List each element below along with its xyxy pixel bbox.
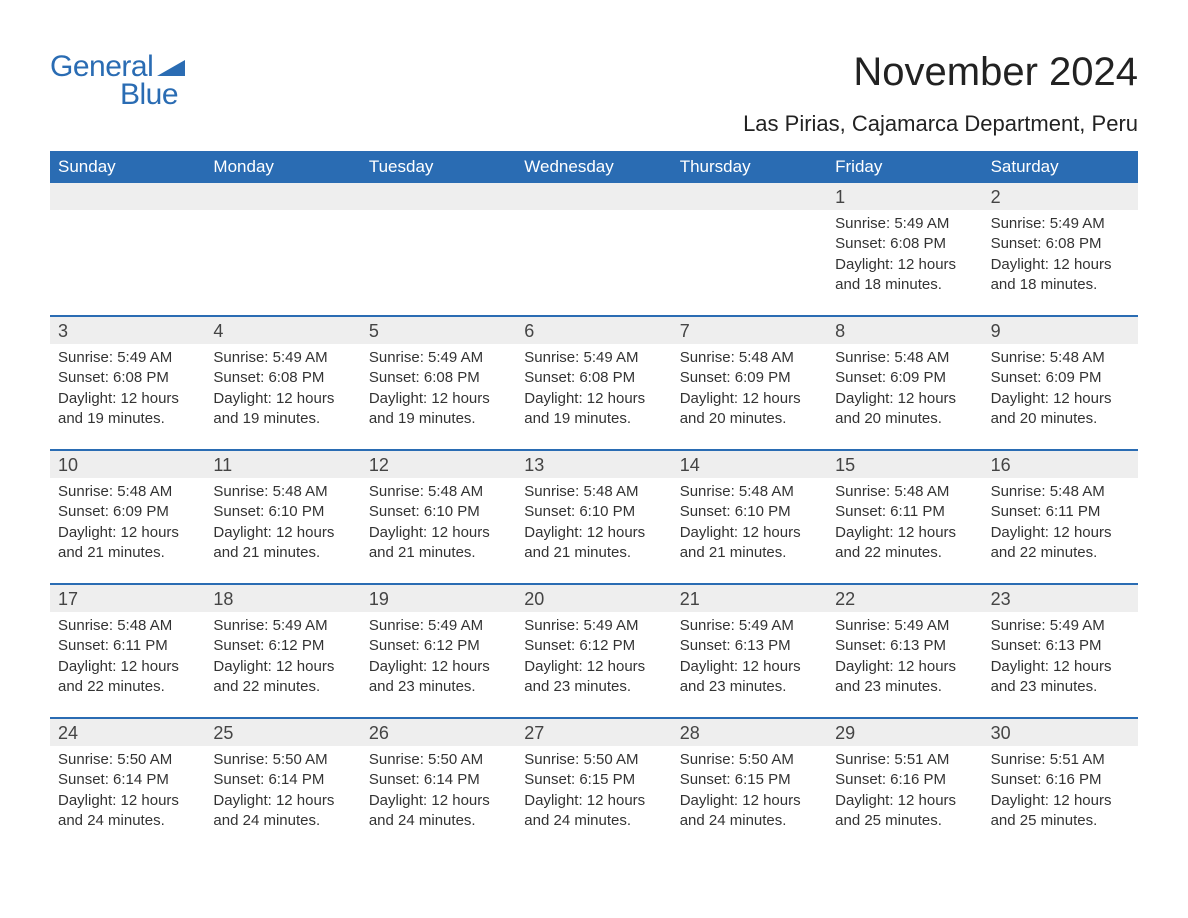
day-number: 8: [827, 317, 982, 344]
day-number: 9: [983, 317, 1138, 344]
day-number: 24: [50, 719, 205, 746]
day-number: [361, 183, 516, 210]
day-details: Sunrise: 5:49 AMSunset: 6:12 PMDaylight:…: [205, 612, 360, 717]
day-details: Sunrise: 5:49 AMSunset: 6:08 PMDaylight:…: [205, 344, 360, 449]
week-number-row: 10111213141516: [50, 449, 1138, 478]
logo-text-blue: Blue: [120, 78, 185, 112]
day-number: 2: [983, 183, 1138, 210]
day-number: [672, 183, 827, 210]
day-details: Sunrise: 5:50 AMSunset: 6:14 PMDaylight:…: [361, 746, 516, 851]
day-details: Sunrise: 5:50 AMSunset: 6:14 PMDaylight:…: [205, 746, 360, 851]
day-details: Sunrise: 5:49 AMSunset: 6:13 PMDaylight:…: [983, 612, 1138, 717]
day-details: Sunrise: 5:48 AMSunset: 6:09 PMDaylight:…: [827, 344, 982, 449]
day-number: 26: [361, 719, 516, 746]
day-header-thursday: Thursday: [672, 151, 827, 183]
day-details: [516, 210, 671, 315]
day-details: Sunrise: 5:49 AMSunset: 6:13 PMDaylight:…: [672, 612, 827, 717]
day-number: 22: [827, 585, 982, 612]
weeks-container: 12Sunrise: 5:49 AMSunset: 6:08 PMDayligh…: [50, 183, 1138, 851]
week-body-row: Sunrise: 5:48 AMSunset: 6:11 PMDaylight:…: [50, 612, 1138, 717]
day-details: Sunrise: 5:49 AMSunset: 6:08 PMDaylight:…: [361, 344, 516, 449]
day-number: 30: [983, 719, 1138, 746]
header: General Blue November 2024 Las Pirias, C…: [50, 50, 1138, 137]
day-number: 27: [516, 719, 671, 746]
week-number-row: 24252627282930: [50, 717, 1138, 746]
day-number: 20: [516, 585, 671, 612]
day-details: Sunrise: 5:49 AMSunset: 6:12 PMDaylight:…: [361, 612, 516, 717]
day-details: Sunrise: 5:50 AMSunset: 6:15 PMDaylight:…: [672, 746, 827, 851]
week-body-row: Sunrise: 5:50 AMSunset: 6:14 PMDaylight:…: [50, 746, 1138, 851]
day-details: Sunrise: 5:49 AMSunset: 6:08 PMDaylight:…: [827, 210, 982, 315]
day-headers: Sunday Monday Tuesday Wednesday Thursday…: [50, 151, 1138, 183]
logo: General Blue: [50, 50, 185, 112]
day-details: [672, 210, 827, 315]
day-details: Sunrise: 5:51 AMSunset: 6:16 PMDaylight:…: [827, 746, 982, 851]
week-body-row: Sunrise: 5:49 AMSunset: 6:08 PMDaylight:…: [50, 210, 1138, 315]
day-number: 18: [205, 585, 360, 612]
week-number-row: 12: [50, 183, 1138, 210]
day-details: Sunrise: 5:48 AMSunset: 6:10 PMDaylight:…: [672, 478, 827, 583]
day-number: 17: [50, 585, 205, 612]
day-number: 19: [361, 585, 516, 612]
day-number: 14: [672, 451, 827, 478]
calendar: Sunday Monday Tuesday Wednesday Thursday…: [50, 151, 1138, 851]
day-number: 23: [983, 585, 1138, 612]
title-block: November 2024 Las Pirias, Cajamarca Depa…: [743, 50, 1138, 137]
day-number: 3: [50, 317, 205, 344]
day-details: [50, 210, 205, 315]
day-details: Sunrise: 5:48 AMSunset: 6:11 PMDaylight:…: [50, 612, 205, 717]
day-details: Sunrise: 5:50 AMSunset: 6:15 PMDaylight:…: [516, 746, 671, 851]
day-number: 21: [672, 585, 827, 612]
day-number: 5: [361, 317, 516, 344]
month-title: November 2024: [743, 50, 1138, 95]
day-number: 4: [205, 317, 360, 344]
week-number-row: 17181920212223: [50, 583, 1138, 612]
day-header-tuesday: Tuesday: [361, 151, 516, 183]
day-header-sunday: Sunday: [50, 151, 205, 183]
day-number: 25: [205, 719, 360, 746]
week-body-row: Sunrise: 5:48 AMSunset: 6:09 PMDaylight:…: [50, 478, 1138, 583]
day-number: 7: [672, 317, 827, 344]
day-details: Sunrise: 5:49 AMSunset: 6:08 PMDaylight:…: [50, 344, 205, 449]
day-number: 6: [516, 317, 671, 344]
day-number: 11: [205, 451, 360, 478]
day-number: 28: [672, 719, 827, 746]
day-details: Sunrise: 5:49 AMSunset: 6:12 PMDaylight:…: [516, 612, 671, 717]
day-details: Sunrise: 5:48 AMSunset: 6:10 PMDaylight:…: [516, 478, 671, 583]
day-details: Sunrise: 5:49 AMSunset: 6:13 PMDaylight:…: [827, 612, 982, 717]
day-details: Sunrise: 5:50 AMSunset: 6:14 PMDaylight:…: [50, 746, 205, 851]
day-number: 1: [827, 183, 982, 210]
day-number: [205, 183, 360, 210]
week-number-row: 3456789: [50, 315, 1138, 344]
day-details: Sunrise: 5:48 AMSunset: 6:11 PMDaylight:…: [983, 478, 1138, 583]
day-details: Sunrise: 5:51 AMSunset: 6:16 PMDaylight:…: [983, 746, 1138, 851]
day-details: Sunrise: 5:48 AMSunset: 6:10 PMDaylight:…: [205, 478, 360, 583]
day-header-monday: Monday: [205, 151, 360, 183]
day-header-wednesday: Wednesday: [516, 151, 671, 183]
day-details: Sunrise: 5:48 AMSunset: 6:10 PMDaylight:…: [361, 478, 516, 583]
day-details: Sunrise: 5:48 AMSunset: 6:11 PMDaylight:…: [827, 478, 982, 583]
day-details: Sunrise: 5:49 AMSunset: 6:08 PMDaylight:…: [516, 344, 671, 449]
day-header-saturday: Saturday: [983, 151, 1138, 183]
day-number: 29: [827, 719, 982, 746]
day-number: [516, 183, 671, 210]
week-body-row: Sunrise: 5:49 AMSunset: 6:08 PMDaylight:…: [50, 344, 1138, 449]
day-number: 12: [361, 451, 516, 478]
day-details: Sunrise: 5:48 AMSunset: 6:09 PMDaylight:…: [50, 478, 205, 583]
day-details: [205, 210, 360, 315]
location: Las Pirias, Cajamarca Department, Peru: [743, 111, 1138, 137]
day-header-friday: Friday: [827, 151, 982, 183]
day-number: 16: [983, 451, 1138, 478]
day-number: 10: [50, 451, 205, 478]
day-number: [50, 183, 205, 210]
day-number: 13: [516, 451, 671, 478]
day-details: Sunrise: 5:48 AMSunset: 6:09 PMDaylight:…: [672, 344, 827, 449]
day-details: [361, 210, 516, 315]
day-details: Sunrise: 5:49 AMSunset: 6:08 PMDaylight:…: [983, 210, 1138, 315]
day-number: 15: [827, 451, 982, 478]
day-details: Sunrise: 5:48 AMSunset: 6:09 PMDaylight:…: [983, 344, 1138, 449]
